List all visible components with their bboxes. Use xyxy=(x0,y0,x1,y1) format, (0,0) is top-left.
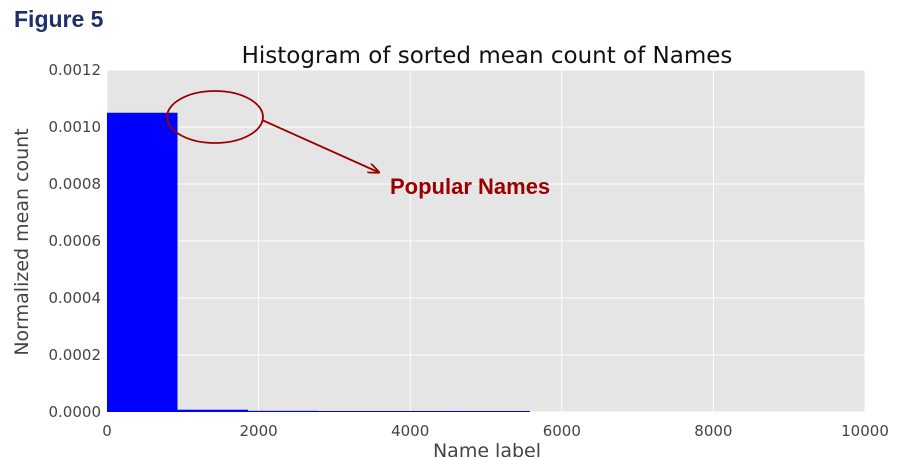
y-tick-label: 0.0008 xyxy=(49,175,102,193)
y-tick-label: 0.0010 xyxy=(49,118,102,136)
y-tick-label: 0.0000 xyxy=(49,403,102,421)
chart-title: Histogram of sorted mean count of Names xyxy=(242,43,733,69)
y-tick-label: 0.0012 xyxy=(49,61,102,79)
histogram-bar xyxy=(388,411,460,412)
figure-label: Figure 5 xyxy=(14,6,104,32)
x-tick-label: 6000 xyxy=(543,422,581,440)
annotation-text: Popular Names xyxy=(390,174,550,199)
histogram-bar xyxy=(107,112,178,412)
popular-names-circle xyxy=(166,90,264,144)
y-tick-label: 0.0002 xyxy=(49,346,102,364)
histogram-bar xyxy=(177,409,248,412)
x-axis-label: Name label xyxy=(433,440,541,457)
annotation-arrow xyxy=(261,119,378,172)
y-ticks: 0.0000 0.0002 0.0004 0.0006 0.0008 0.0010 0.00… xyxy=(49,61,102,421)
y-tick-label: 0.0004 xyxy=(49,289,102,307)
histogram-bar xyxy=(247,410,319,412)
histogram-bar xyxy=(318,411,389,412)
x-tick-label: 2000 xyxy=(240,422,278,440)
y-tick-label: 0.0006 xyxy=(49,232,102,250)
x-tick-label: 0 xyxy=(102,422,112,440)
x-ticks: 0 2000 4000 6000 8000 10000 xyxy=(102,422,889,440)
bars xyxy=(107,112,530,412)
x-tick-label: 10000 xyxy=(841,422,889,440)
x-tick-label: 4000 xyxy=(391,422,429,440)
y-axis-label: Normalized mean count xyxy=(11,128,33,355)
x-tick-label: 8000 xyxy=(694,422,732,440)
histogram-bar xyxy=(459,411,530,412)
